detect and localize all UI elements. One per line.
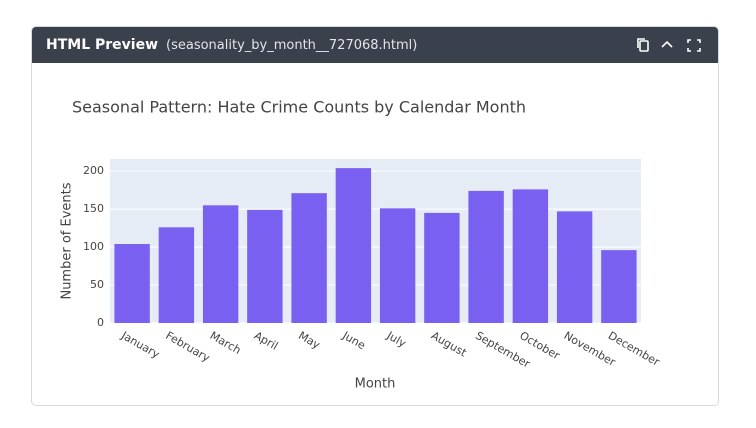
bar [556,211,593,323]
bar [202,205,239,323]
bar [114,244,150,323]
plot-area [110,159,641,323]
bar [601,250,637,323]
bar [379,208,416,323]
file-name: (seasonality_by_month__727068.html) [166,37,418,53]
x-tick-label: July [384,328,409,350]
y-tick-label: 50 [90,278,104,291]
x-tick-label: June [340,328,368,352]
y-tick-label: 0 [97,316,104,329]
preview-card: HTML Preview (seasonality_by_month__7270… [31,26,719,406]
bar [424,212,460,323]
header: HTML Preview (seasonality_by_month__7270… [32,27,718,63]
fullscreen-icon[interactable] [687,39,701,52]
bar [247,209,283,323]
bar [335,168,372,323]
y-tick-label: 200 [83,164,104,177]
bar [468,190,504,323]
y-axis-label: Number of Events [60,182,75,299]
header-title: HTML Preview [46,37,159,53]
y-tick-label: 150 [83,202,104,215]
x-tick-label: March [208,329,244,357]
x-tick-label: February [163,329,212,365]
chart-title: Seasonal Pattern: Hate Crime Counts by C… [72,98,526,117]
x-tick-label: January [118,328,162,361]
copy-icon[interactable] [639,40,649,52]
y-tick-label: 100 [83,240,104,253]
x-tick-label: April [252,329,280,353]
x-tick-label: August [429,329,469,360]
bar [512,189,549,323]
x-tick-label: May [296,329,323,352]
bar [291,193,327,323]
header-icons [637,38,701,52]
x-axis-label: Month [355,377,396,392]
collapse-icon[interactable] [661,40,673,48]
bar [158,227,195,323]
